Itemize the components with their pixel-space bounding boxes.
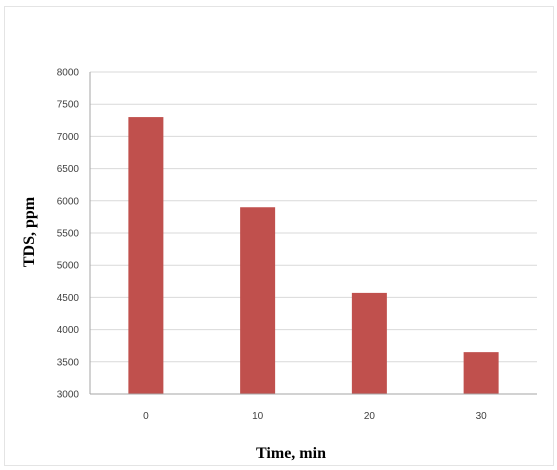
y-tick-label: 6500 — [57, 164, 80, 175]
gridlines — [90, 71, 537, 363]
bar-30 — [463, 352, 499, 394]
y-tick-label: 8000 — [57, 68, 80, 79]
x-axis-title: Time, min — [256, 445, 326, 462]
y-tick-label: 5000 — [57, 261, 80, 272]
x-tick-label: 20 — [364, 411, 376, 422]
x-tick-label: 0 — [143, 411, 149, 422]
y-axis-title: TDS, ppm — [21, 196, 38, 267]
bar-0 — [128, 117, 164, 394]
y-tick-label: 4500 — [57, 293, 80, 304]
y-tick-label: 3000 — [57, 390, 80, 401]
y-tick-label: 4000 — [57, 325, 80, 336]
bar-20 — [351, 292, 387, 394]
chart-frame — [4, 6, 554, 466]
y-tick-label: 7500 — [57, 100, 80, 111]
y-tick-label: 3500 — [57, 357, 80, 368]
bar-10 — [240, 207, 276, 394]
x-axis-ticks: 0 10 20 30 — [143, 411, 487, 422]
y-tick-label: 7000 — [57, 132, 80, 143]
y-axis-ticks: 3000 3500 4000 4500 5000 5500 6000 6500 7000 7500… — [57, 68, 80, 401]
y-tick-label: 6000 — [57, 196, 80, 207]
bars — [128, 117, 499, 394]
x-tick-label: 30 — [476, 411, 488, 422]
x-tick-label: 10 — [252, 411, 264, 422]
y-tick-label: 5500 — [57, 229, 80, 240]
